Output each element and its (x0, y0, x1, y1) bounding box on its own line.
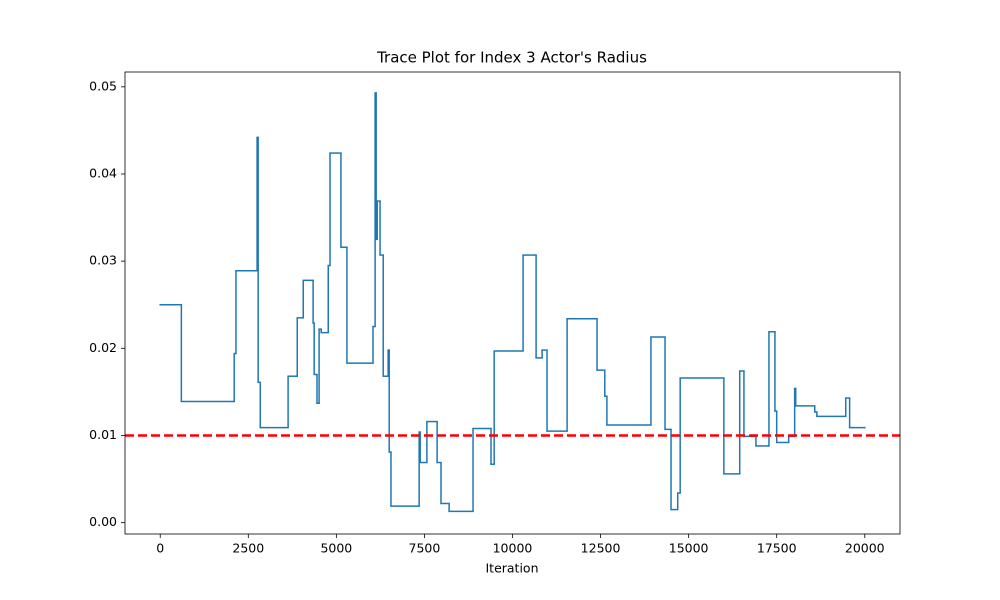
x-tick-label: 12500 (581, 541, 621, 556)
x-tick-label: 10000 (493, 541, 533, 556)
x-tick-label: 17500 (757, 541, 797, 556)
y-tick-label: 0.05 (89, 78, 117, 93)
x-tick-label: 15000 (669, 541, 709, 556)
x-tick-label: 20000 (845, 541, 885, 556)
plot-frame (124, 71, 901, 535)
x-tick-label: 7500 (409, 541, 441, 556)
chart-title: Trace Plot for Index 3 Actor's Radius (376, 49, 647, 67)
x-tick-label: 2500 (232, 541, 264, 556)
y-tick-label: 0.03 (89, 253, 117, 268)
x-axis-label: Iteration (485, 561, 538, 576)
y-tick-label: 0.04 (89, 165, 117, 180)
x-tick-label: 0 (156, 541, 164, 556)
y-tick-label: 0.00 (89, 514, 117, 529)
x-tick-label: 5000 (320, 541, 352, 556)
y-tick-label: 0.01 (89, 427, 117, 442)
y-tick-label: 0.02 (89, 340, 117, 355)
